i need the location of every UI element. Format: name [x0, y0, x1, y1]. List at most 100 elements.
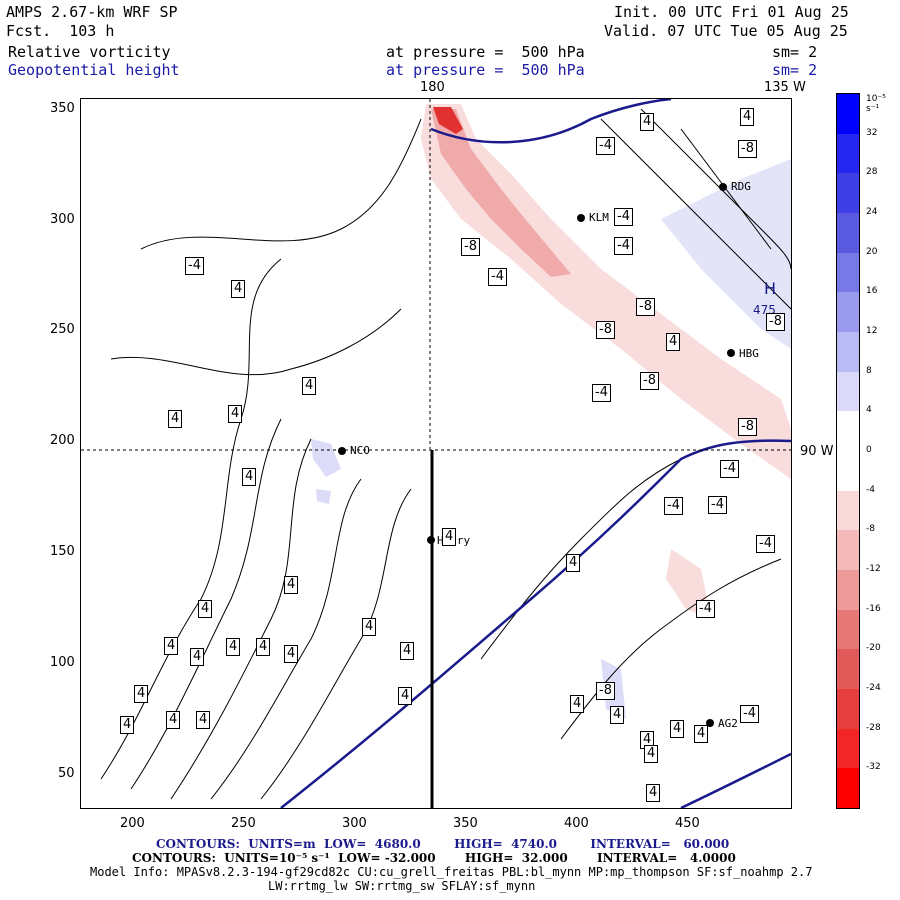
- colorbar-band: [837, 252, 859, 293]
- contour-label: 4: [166, 711, 181, 729]
- colorbar-tick-label: 8: [866, 365, 872, 376]
- colorbar-tick-label: 28: [866, 167, 878, 178]
- footer-radiation-info: LW:rrtmg_lw SW:rrtmg_sw SFLAY:sf_mynn: [268, 879, 536, 893]
- contour-label: -4: [614, 208, 633, 226]
- strong-negative-vorticity-band: [431, 109, 571, 277]
- x-tick-350: 350: [453, 816, 478, 831]
- colorbar-tick-label: -16: [866, 603, 881, 614]
- height-contour-southeast: [680, 752, 792, 810]
- colorbar-band: [837, 133, 859, 174]
- field1-name: Relative vorticity: [8, 43, 171, 61]
- contour-label: 4: [231, 280, 246, 298]
- contour-label: 4: [640, 113, 655, 131]
- contour-label: 4: [398, 687, 413, 705]
- station-rdg-label: RDG: [731, 180, 751, 193]
- positive-vorticity-patch: [311, 439, 341, 477]
- contour-label: 4: [190, 648, 205, 666]
- contour-label: 4: [196, 711, 211, 729]
- footer-height-contours: CONTOURS: UNITS=m LOW= 4680.0 HIGH= 4740…: [156, 837, 730, 851]
- contour-label: -8: [738, 140, 757, 158]
- colorbar: [836, 93, 860, 809]
- colorbar-tick-label: 16: [866, 286, 878, 297]
- contour-label: -8: [461, 238, 480, 256]
- colorbar-band: [837, 490, 859, 531]
- y-tick-150: 150: [50, 544, 75, 559]
- contour-label: 4: [610, 706, 625, 724]
- station-markers: [338, 183, 735, 727]
- colorbar-unit: 10⁻⁵ s⁻¹: [866, 94, 886, 114]
- colorbar-tick-label: 20: [866, 246, 878, 257]
- contour-label: 4: [442, 528, 457, 546]
- forecast-hour: Fcst. 103 h: [6, 22, 115, 40]
- negative-vorticity-band: [421, 104, 791, 479]
- contour-label: 4: [362, 618, 377, 636]
- colorbar-band: [837, 213, 859, 253]
- colorbar-band: [837, 530, 859, 570]
- contour-label: 4: [302, 377, 317, 395]
- x-tick-400: 400: [564, 816, 589, 831]
- colorbar-band: [837, 332, 859, 372]
- field1-smoothing: sm= 2: [772, 43, 818, 61]
- contour-label: 4: [666, 333, 681, 351]
- contour-label: 4: [570, 695, 585, 713]
- contour-label: -8: [596, 321, 615, 339]
- contour-label: 4: [228, 405, 243, 423]
- contour-label: 4: [120, 716, 135, 734]
- y-tick-350: 350: [50, 101, 75, 116]
- contour-label: -8: [766, 313, 785, 331]
- vorticity-fill: [311, 104, 791, 719]
- colorbar-tick-label: -8: [866, 524, 875, 535]
- contour-label: 4: [284, 645, 299, 663]
- colorbar-band: [837, 768, 859, 808]
- contour-label: -4: [708, 496, 727, 514]
- y-tick-200: 200: [50, 433, 75, 448]
- contour-label: -4: [740, 705, 759, 723]
- station-klm-label: KLM: [589, 211, 609, 224]
- colorbar-tick-label: 12: [866, 326, 878, 336]
- x-tick-200: 200: [120, 816, 145, 831]
- colorbar-band: [837, 173, 859, 213]
- station-nco-label: NCO: [350, 444, 370, 457]
- colorbar-band: [837, 728, 859, 769]
- peak-negative-vorticity: [433, 107, 463, 134]
- height-contour-north: [430, 97, 672, 144]
- colorbar-band: [837, 609, 859, 650]
- station-klm-marker: [577, 214, 585, 222]
- colorbar-band: [837, 94, 859, 134]
- colorbar-tick-label: 4: [866, 405, 872, 416]
- contour-label: -8: [596, 682, 615, 700]
- colorbar-band: [837, 371, 859, 412]
- contour-label: 4: [670, 720, 685, 738]
- contour-label: -4: [664, 497, 683, 515]
- contour-label: 4: [646, 784, 661, 802]
- meridian-90w-label: 90 W: [800, 444, 834, 459]
- init-time: Init. 00 UTC Fri 01 Aug 25: [614, 3, 849, 21]
- colorbar-band: [837, 292, 859, 332]
- contour-label: 4: [134, 685, 149, 703]
- field1-level: at pressure = 500 hPa: [386, 43, 585, 61]
- contour-label: 4: [694, 725, 709, 743]
- contour-label: 4: [256, 638, 271, 656]
- y-tick-50: 50: [58, 766, 75, 781]
- colorbar-tick-label: 24: [866, 207, 878, 217]
- contour-label: -4: [720, 460, 739, 478]
- contour-label: -8: [738, 418, 757, 436]
- colorbar-band: [837, 649, 859, 689]
- y-tick-300: 300: [50, 212, 75, 227]
- contour-label: 4: [164, 637, 179, 655]
- contour-label: 4: [168, 410, 183, 428]
- footer-model-info: Model Info: MPASv8.2.3-194-gf29cd82c CU:…: [90, 865, 813, 879]
- high-pressure-marker: H: [764, 279, 777, 298]
- vorticity-contours: [100, 108, 792, 800]
- valid-time: Valid. 07 UTC Tue 05 Aug 25: [604, 22, 848, 40]
- colorbar-tick-label: -4: [866, 484, 875, 495]
- colorbar-band: [837, 570, 859, 610]
- colorbar-tick-label: 0: [866, 445, 872, 455]
- model-title: AMPS 2.67-km WRF SP: [6, 3, 178, 21]
- station-hbg-label: HBG: [739, 347, 759, 360]
- field2-level: at pressure = 500 hPa: [386, 61, 585, 79]
- x-tick-300: 300: [342, 816, 367, 831]
- positive-vorticity-patch-2: [316, 489, 331, 504]
- graticule-lines: [81, 99, 791, 451]
- colorbar-tick-label: 32: [866, 127, 878, 138]
